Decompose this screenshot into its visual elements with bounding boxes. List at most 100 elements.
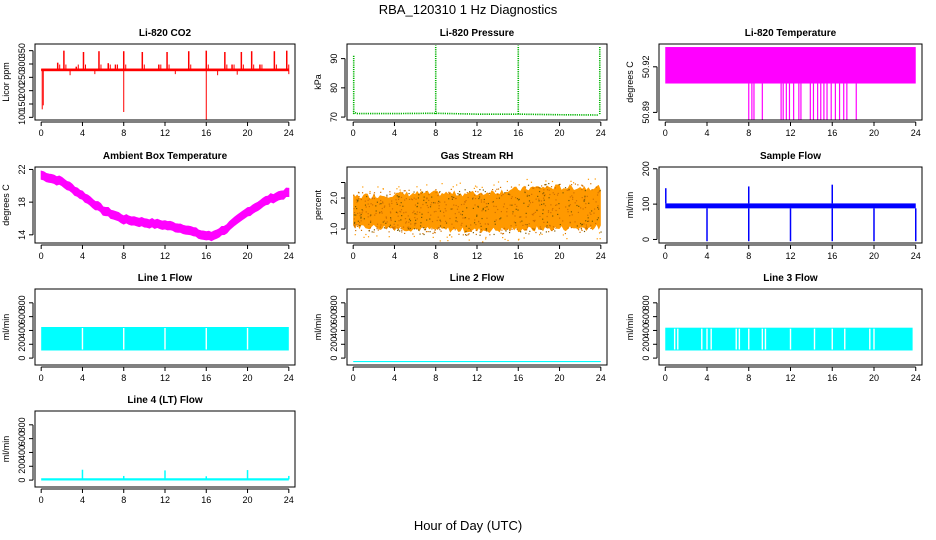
data-point [541, 233, 543, 235]
data-point [539, 215, 541, 218]
data-point [389, 193, 391, 196]
data-point [444, 208, 446, 210]
data-point [386, 196, 388, 198]
data-point [412, 212, 414, 214]
data-point [400, 211, 402, 213]
y-tick-label: 600 [17, 431, 27, 446]
x-tick-label: 16 [513, 373, 523, 383]
data-point [463, 217, 466, 219]
x-tick-label: 24 [911, 373, 921, 383]
data-point [570, 184, 573, 186]
data-point [554, 204, 557, 206]
data-point [468, 239, 470, 241]
data-point [379, 226, 381, 228]
x-tick-label: 24 [284, 495, 294, 505]
data-point [542, 218, 544, 220]
data-point [528, 195, 530, 197]
plot-frame [658, 166, 923, 244]
data-point [353, 211, 356, 214]
x-tick-label: 0 [663, 251, 668, 261]
panel-7-data [41, 327, 289, 351]
data-point [388, 236, 390, 238]
data-point [509, 204, 511, 206]
y-axis-label: ml/min [313, 314, 323, 341]
data-point [380, 191, 382, 193]
series-line [352, 110, 599, 116]
data-point [438, 227, 441, 229]
data-point [421, 216, 423, 219]
y-tick-label: 400 [329, 323, 339, 338]
data-point [501, 229, 503, 231]
data-point [467, 196, 469, 199]
x-tick-label: 0 [663, 128, 668, 138]
data-point [435, 189, 437, 191]
data-point [506, 211, 508, 213]
data-point [424, 229, 427, 231]
data-point [528, 200, 531, 202]
data-point [499, 218, 501, 220]
panel-1-data [41, 50, 290, 120]
data-point [427, 231, 429, 233]
data-point [554, 230, 556, 232]
data-point [454, 213, 456, 215]
x-tick-label: 24 [596, 373, 606, 383]
data-point [357, 220, 359, 222]
data-point [529, 202, 532, 204]
data-point [589, 212, 591, 214]
data-point [555, 209, 557, 212]
data-point [586, 195, 588, 198]
panel-2-data [352, 45, 601, 116]
data-point [512, 211, 514, 213]
data-point [430, 204, 432, 206]
data-point [415, 228, 418, 230]
data-point [401, 231, 403, 233]
data-point [455, 204, 457, 207]
data-point [357, 224, 359, 226]
data-point [432, 236, 434, 238]
data-point [501, 195, 503, 197]
data-point [426, 184, 428, 186]
y-tick-label: 70 [329, 112, 339, 122]
data-point [380, 202, 382, 205]
x-tick-label: 20 [869, 251, 879, 261]
data-point [383, 206, 385, 208]
data-point [458, 211, 460, 213]
data-point [465, 199, 467, 202]
data-point [581, 188, 583, 191]
data-point [474, 197, 477, 200]
data-point [583, 199, 585, 201]
data-point [524, 190, 526, 192]
plot-frame [658, 288, 923, 366]
y-tick-label: 1.0 [329, 223, 339, 236]
x-tick-label: 24 [911, 128, 921, 138]
data-point [535, 231, 537, 234]
data-point [562, 192, 564, 194]
data-point [383, 220, 386, 222]
data-point [360, 220, 362, 222]
data-point [591, 189, 593, 191]
data-point [375, 210, 377, 212]
y-tick-label: 400 [17, 445, 27, 460]
data-point [361, 212, 363, 214]
data-point [503, 227, 505, 229]
data-point [399, 189, 401, 191]
data-point [451, 198, 454, 200]
data-point [545, 226, 547, 228]
data-point [426, 204, 428, 207]
data-point [355, 229, 357, 232]
x-tick-label: 20 [869, 128, 879, 138]
data-point [580, 227, 582, 229]
x-tick-label: 12 [160, 128, 170, 138]
data-point [531, 213, 533, 215]
data-point [569, 215, 571, 217]
x-tick-label: 4 [392, 128, 397, 138]
data-point [366, 195, 368, 198]
data-point [407, 226, 409, 229]
data-point [522, 224, 524, 226]
data-point [439, 219, 441, 221]
data-point [528, 204, 530, 206]
data-point [581, 229, 583, 232]
data-point [570, 180, 572, 182]
data-point [427, 211, 429, 214]
data-point [395, 211, 398, 213]
